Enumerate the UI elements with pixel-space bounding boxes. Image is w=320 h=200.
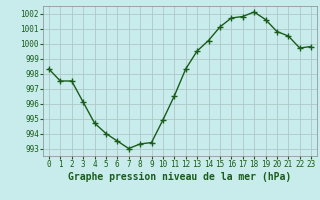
X-axis label: Graphe pression niveau de la mer (hPa): Graphe pression niveau de la mer (hPa) xyxy=(68,172,292,182)
